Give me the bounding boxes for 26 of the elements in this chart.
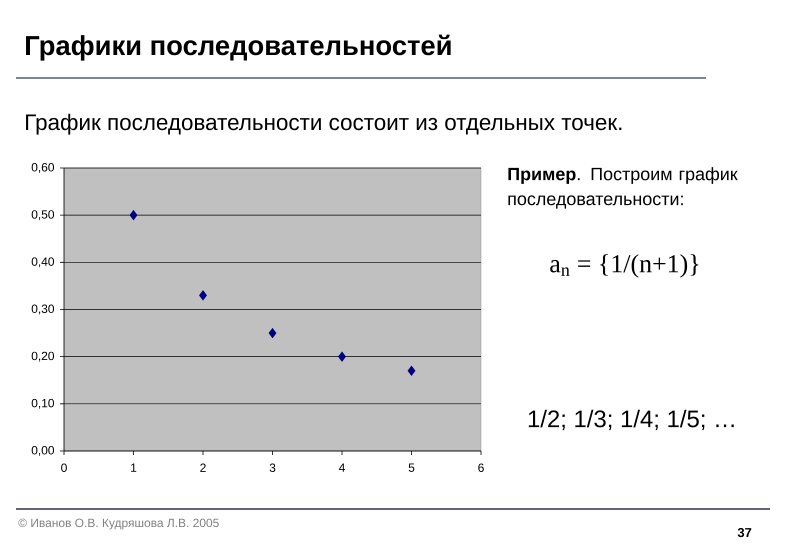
point (268, 328, 276, 338)
y-tick-label: 0,00 (32, 446, 54, 456)
text: 1/2; 1/3; 1/4; 1/5; … (528, 410, 734, 430)
point (408, 366, 416, 376)
text: Пример. Построим график последовательности: (508, 167, 738, 209)
point (130, 210, 138, 220)
chart-subtitle: График последовательности состоит из отдельных точек. (26, 114, 622, 135)
y-tick-label: 0,50 (32, 210, 54, 220)
y-tick-label: 0,10 (32, 398, 54, 409)
x-tick-label: 6 (478, 464, 484, 472)
y-tick-label: 0,40 (32, 257, 54, 268)
point (338, 351, 346, 362)
x-tick-label: 0 (61, 464, 67, 472)
y-tick-label: 0,20 (32, 352, 54, 362)
y-tick-label: 0,60 (32, 163, 54, 173)
text: a$_{n}$ = {1/(n+1)} (550, 254, 698, 278)
y-tick-label: 0,30 (32, 304, 54, 314)
x-tick-label: 4 (338, 464, 345, 472)
text: 37 (738, 528, 752, 538)
x-tick-label: 5 (408, 464, 414, 472)
x-tick-label: 3 (270, 464, 276, 472)
text: © Иванов О.В. Кудряшова Л.В. 2005 (18, 518, 219, 530)
x-tick-label: 2 (200, 464, 206, 472)
point (199, 290, 207, 301)
chart-title: Графики последовательностей (26, 34, 451, 61)
x-tick-label: 1 (131, 464, 136, 472)
